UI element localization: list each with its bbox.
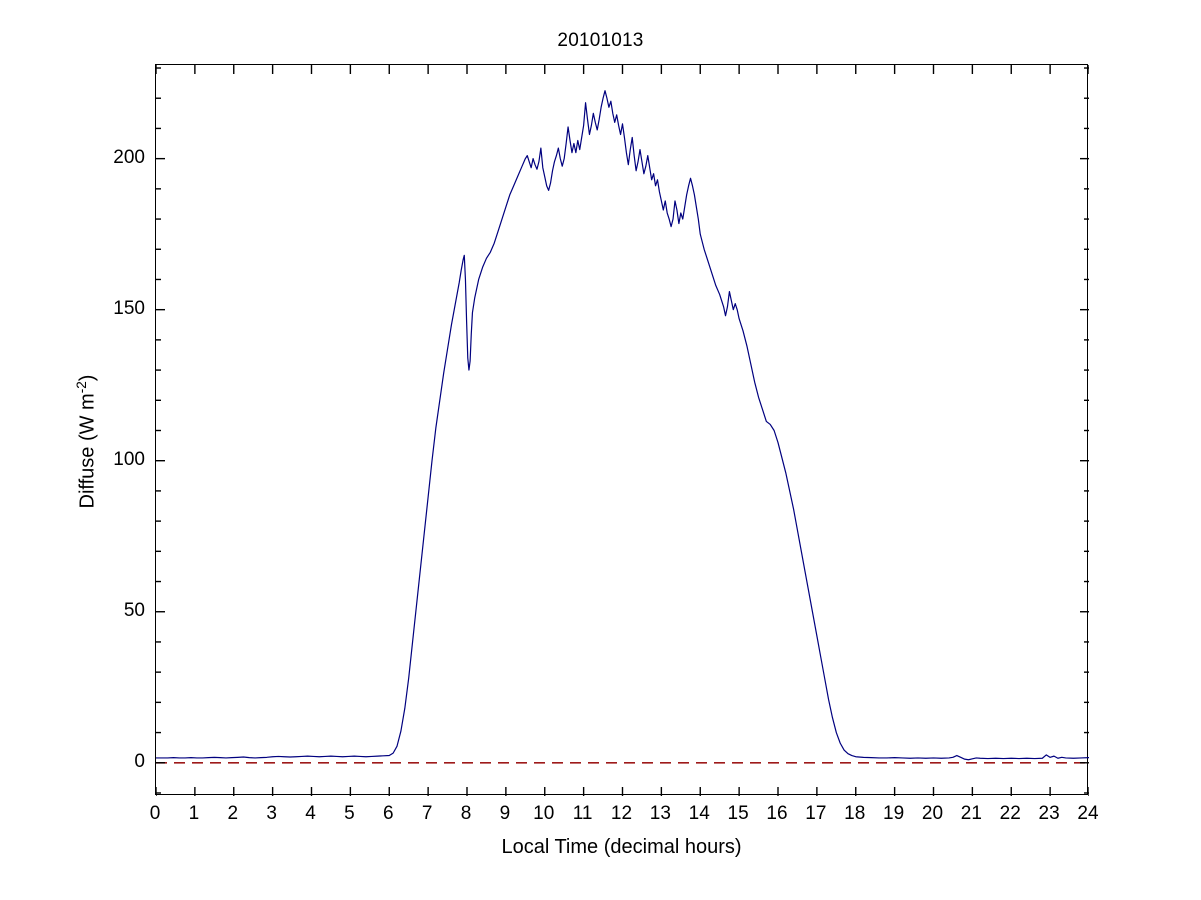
x-tick-label: 6 [382, 803, 394, 824]
x-axis-label: Local Time (decimal hours) [501, 836, 742, 858]
y-axis-label: Diffuse (W m-2) [73, 374, 99, 509]
data-plot [156, 90, 1089, 764]
y-tick-label: 200 [113, 146, 145, 168]
x-tick-label: 24 [1077, 803, 1099, 824]
x-tick-label: 2 [227, 803, 239, 824]
x-tick-label: 4 [305, 803, 316, 824]
y-tick-label: 100 [113, 448, 145, 470]
x-tick-label: 3 [266, 803, 277, 824]
x-tick-label: 16 [766, 803, 788, 824]
x-tick-label: 11 [572, 803, 593, 824]
x-tick-label: 17 [805, 803, 827, 824]
y-tick-label: 0 [134, 750, 145, 772]
x-tick-label: 19 [883, 803, 905, 824]
x-tick-label: 22 [999, 803, 1021, 824]
x-tick-label: 18 [844, 803, 866, 824]
x-tick-label: 1 [188, 803, 200, 824]
x-tick-label: 21 [960, 803, 982, 824]
x-tick-label: 7 [421, 803, 433, 824]
chart-title: 20101013 [557, 30, 644, 51]
x-tick-label: 9 [499, 803, 511, 824]
x-tick-label: 0 [149, 803, 161, 824]
y-tick-label: 150 [113, 297, 145, 319]
x-tick-label: 23 [1038, 803, 1060, 824]
plot-area [155, 64, 1089, 796]
x-tick-label: 8 [460, 803, 472, 824]
x-tick-label: 20 [921, 803, 944, 824]
x-tick-label: 5 [344, 803, 355, 824]
diffuse-series-line [156, 90, 1089, 761]
x-tick-label: 13 [649, 803, 671, 824]
x-tick-label: 15 [727, 803, 749, 824]
x-tick-label: 12 [610, 803, 633, 824]
x-tick-label: 10 [533, 803, 555, 824]
x-tick-label: 14 [688, 803, 710, 824]
y-tick-label: 50 [123, 599, 145, 621]
